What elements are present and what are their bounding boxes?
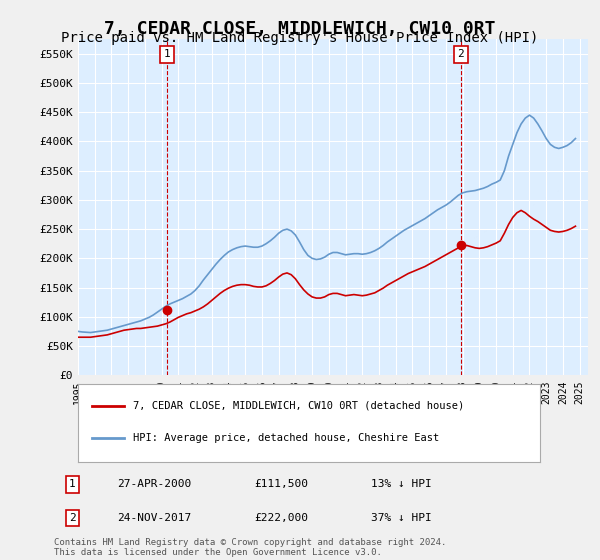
- Text: £111,500: £111,500: [254, 479, 308, 489]
- Text: 27-APR-2000: 27-APR-2000: [118, 479, 191, 489]
- Text: Contains HM Land Registry data © Crown copyright and database right 2024.
This d: Contains HM Land Registry data © Crown c…: [54, 538, 446, 557]
- Text: 24-NOV-2017: 24-NOV-2017: [118, 513, 191, 523]
- Text: HPI: Average price, detached house, Cheshire East: HPI: Average price, detached house, Ches…: [133, 433, 440, 444]
- Text: 37% ↓ HPI: 37% ↓ HPI: [371, 513, 431, 523]
- Text: 1: 1: [69, 479, 76, 489]
- Text: 2: 2: [458, 49, 464, 59]
- Text: 2: 2: [69, 513, 76, 523]
- Text: 7, CEDAR CLOSE, MIDDLEWICH, CW10 0RT: 7, CEDAR CLOSE, MIDDLEWICH, CW10 0RT: [104, 20, 496, 38]
- Text: £222,000: £222,000: [254, 513, 308, 523]
- Text: 7, CEDAR CLOSE, MIDDLEWICH, CW10 0RT (detached house): 7, CEDAR CLOSE, MIDDLEWICH, CW10 0RT (de…: [133, 400, 464, 410]
- Text: 1: 1: [164, 49, 170, 59]
- Text: 13% ↓ HPI: 13% ↓ HPI: [371, 479, 431, 489]
- Text: Price paid vs. HM Land Registry's House Price Index (HPI): Price paid vs. HM Land Registry's House …: [61, 31, 539, 45]
